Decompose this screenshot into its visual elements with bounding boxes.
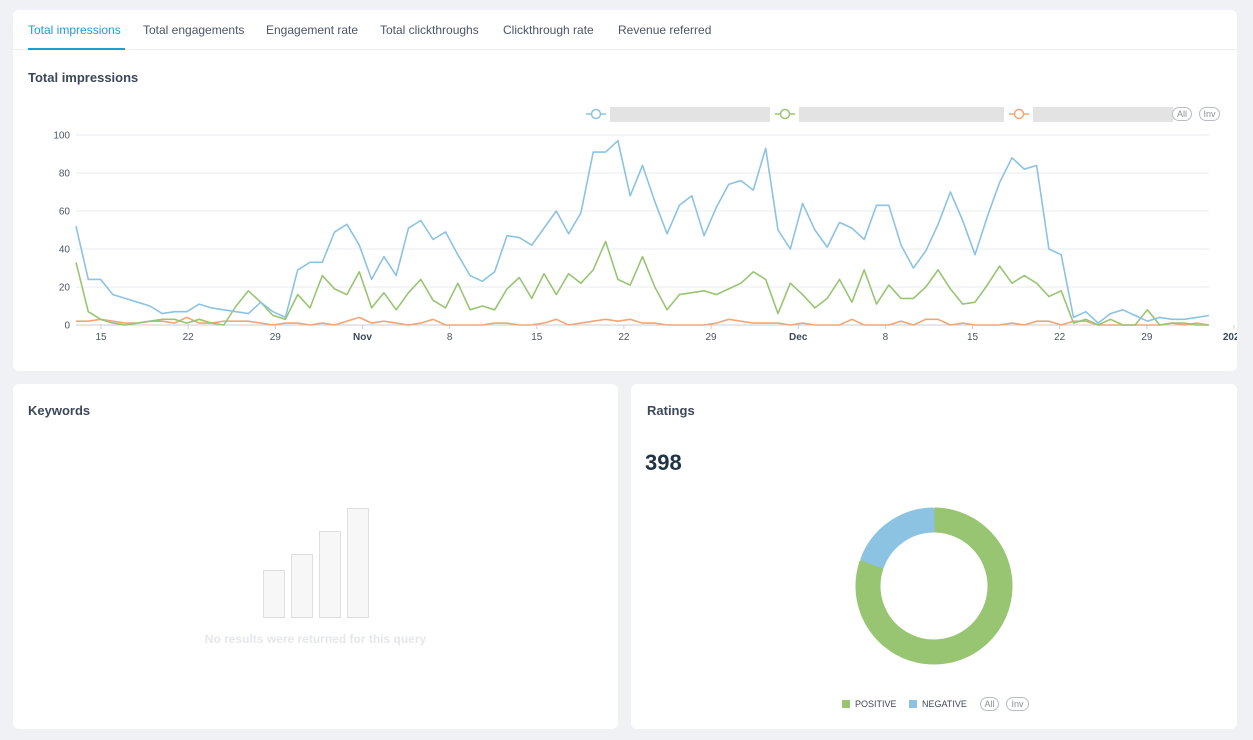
y-tick-label: 60 [59,207,71,218]
legend-negative-label: NEGATIVE [922,699,967,709]
empty-bar-chart-icon [263,508,369,618]
tab-total-engagements[interactable]: Total engagements [143,23,245,37]
donut-slice-positive[interactable] [855,507,1013,665]
legend-all-toggle[interactable]: All [1172,107,1192,121]
keywords-title: Keywords [28,403,91,418]
legend-invert-toggle[interactable]: Inv [1199,107,1220,121]
x-tick-label: 22 [183,332,195,343]
x-tick-label: 22 [618,332,630,343]
series-1-legend-label[interactable] [610,107,770,122]
legend-positive[interactable]: POSITIVE [842,699,897,709]
donut-slice-negative[interactable] [860,507,935,569]
x-tick-label: 15 [531,332,543,343]
x-tick-label: 29 [270,332,282,343]
chart-title: Total impressions [28,70,139,85]
series-line-2[interactable] [75,240,1209,326]
legend-negative[interactable]: NEGATIVE [909,699,967,709]
x-tick-label: 29 [706,332,718,343]
x-tick-label: 8 [883,332,889,343]
keywords-card: Keywords No results were returned for th… [13,384,618,729]
y-tick-label: 40 [59,245,71,256]
active-tab-indicator [28,48,125,50]
series-2-legend-marker[interactable] [774,107,796,121]
series-3-legend-label[interactable] [1033,107,1173,122]
series-line-3[interactable] [76,316,1210,326]
tab-total-impressions[interactable]: Total impressions [28,23,121,37]
ratings-donut-chart [855,507,1013,665]
series-2-legend-label[interactable] [799,107,1004,122]
series-3-legend-marker[interactable] [1008,107,1030,121]
negative-swatch [909,700,917,708]
ratings-invert-toggle[interactable]: Inv [1006,697,1029,711]
ratings-all-toggle[interactable]: All [980,697,999,711]
x-tick-label: 29 [1141,332,1153,343]
impressions-card: Total impressions Total engagements Enga… [13,10,1237,371]
y-tick-label: 80 [59,169,71,180]
series-line-1[interactable] [75,139,1210,324]
ratings-total: 398 [645,450,682,475]
y-tick-label: 20 [59,283,71,294]
x-tick-label: Dec [789,332,808,343]
tab-total-clickthroughs[interactable]: Total clickthroughs [380,23,479,37]
ratings-title: Ratings [647,403,695,418]
impressions-line-chart: 0 20 40 60 80 100 15 22 29 Nov 8 15 22 29 Dec 8 15 22 29 20… [53,131,1237,344]
tab-engagement-rate[interactable]: Engagement rate [266,23,359,37]
tab-revenue-referred[interactable]: Revenue referred [618,23,712,37]
positive-swatch [842,700,850,708]
ratings-card: Ratings 398 POSITIVE NEGATIVE All Inv [631,384,1237,729]
x-tick-label: 15 [967,332,979,343]
legend-positive-label: POSITIVE [855,699,897,709]
x-tick-label: Nov [353,332,372,343]
tab-clickthrough-rate[interactable]: Clickthrough rate [503,23,594,37]
x-tick-label: 15 [95,332,107,343]
y-tick-label: 100 [53,131,70,142]
empty-state-message: No results were returned for this query [204,632,427,646]
metric-tabs: Total impressions Total engagements Enga… [13,10,1237,50]
series-1-legend-marker[interactable] [585,107,607,121]
x-tick-label: 8 [447,332,453,343]
y-tick-label: 0 [64,321,70,332]
x-tick-label: 22 [1054,332,1066,343]
x-tick-label: 2026 [1223,332,1237,343]
